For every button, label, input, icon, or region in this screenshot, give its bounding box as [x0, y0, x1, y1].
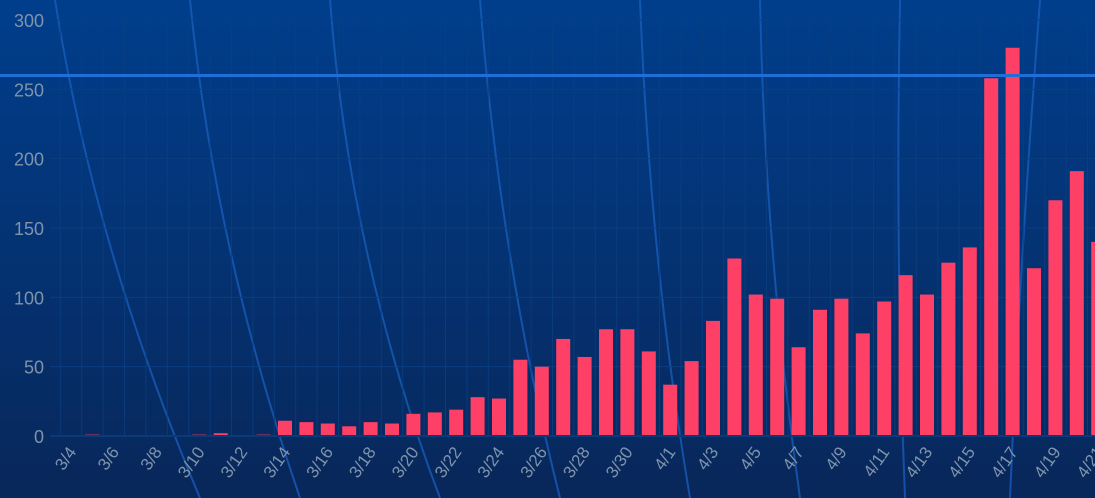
y-tick-label: 50: [24, 358, 44, 378]
y-tick-label: 0: [34, 427, 44, 447]
bar-3-14: [278, 420, 292, 436]
bar-4-16: [984, 78, 999, 437]
bar-4-1: [663, 384, 678, 436]
y-tick-label: 300: [14, 11, 44, 31]
y-tick-label: 250: [14, 80, 44, 100]
bar-3-31: [641, 351, 656, 436]
bar-4-4: [727, 258, 742, 436]
bar-4-10: [855, 333, 870, 436]
y-tick-label: 200: [14, 150, 44, 170]
bar-series: [85, 47, 1095, 437]
bar-4-3: [706, 320, 720, 436]
bar-3-26: [534, 366, 549, 436]
bar-3-11: [213, 433, 228, 436]
bar-3-17: [342, 426, 357, 436]
bar-3-29: [599, 329, 613, 436]
bar-3-18: [363, 422, 378, 436]
background-arc-5: [759, 0, 801, 498]
bar-4-21: [1091, 241, 1095, 436]
bar-3-22: [449, 409, 464, 436]
bar-3-24: [492, 398, 506, 436]
bar-4-14: [941, 262, 956, 436]
bar-3-25: [513, 359, 528, 436]
y-tick-label: 150: [14, 219, 44, 239]
bar-3-19: [385, 423, 399, 436]
bar-3-15: [299, 422, 314, 436]
bar-4-11: [877, 301, 892, 436]
bar-4-15: [962, 247, 977, 436]
bar-4-5: [748, 294, 763, 436]
bar-4-17: [1005, 47, 1020, 436]
bar-3-16: [320, 423, 335, 436]
bar-4-6: [770, 298, 785, 436]
y-tick-label: 100: [14, 288, 44, 308]
background-arc-1: [189, 0, 301, 498]
bar-3-27: [556, 338, 571, 436]
bar-4-19: [1048, 200, 1063, 436]
background-arc-0: [54, 0, 201, 498]
bar-4-7: [791, 347, 806, 436]
bar-4-12: [898, 275, 913, 436]
background-arc-4: [639, 0, 691, 498]
y-axis-tick-labels: 0 50 100 150 200 250 300: [14, 11, 44, 447]
bar-3-30: [620, 329, 635, 436]
bar-4-20: [1069, 171, 1084, 436]
bar-4-18: [1027, 268, 1041, 436]
bar-3-21: [427, 412, 442, 436]
bar-4-8: [813, 309, 827, 436]
bar-4-13: [920, 294, 934, 436]
bar-4-2: [684, 361, 699, 436]
bar-3-23: [470, 397, 485, 436]
bar-3-20: [406, 413, 421, 436]
bar-3-28: [577, 356, 592, 436]
bar-4-9: [834, 298, 849, 436]
